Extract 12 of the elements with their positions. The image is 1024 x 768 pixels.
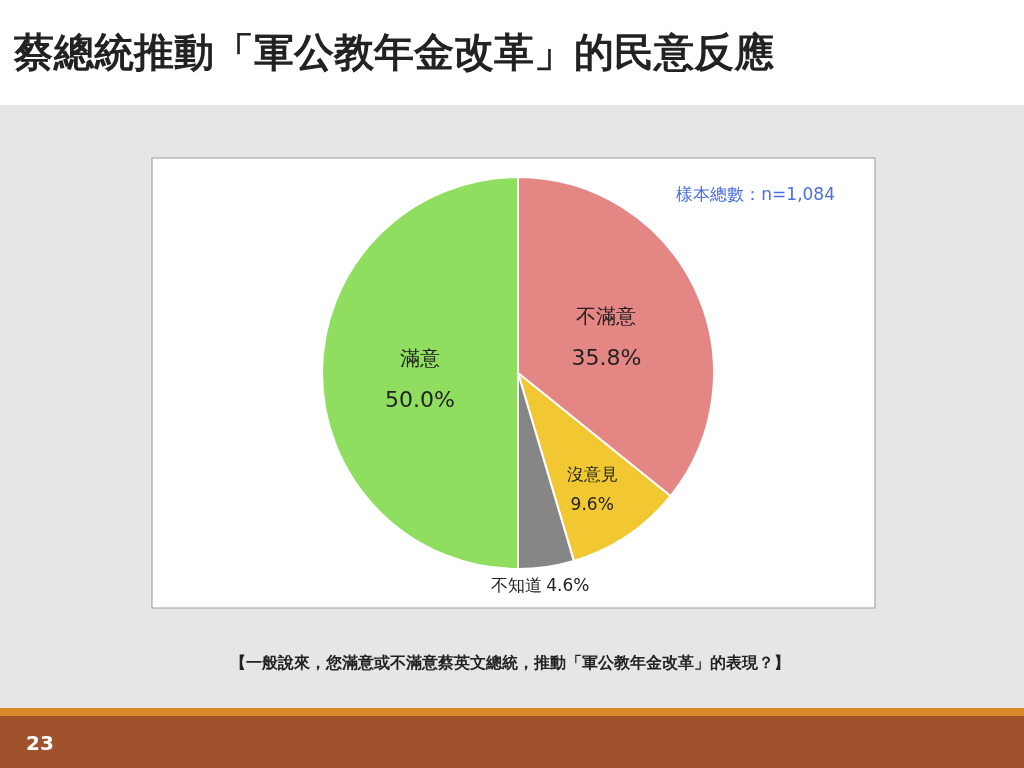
text: 23 (26, 731, 54, 755)
data-label: 4.6% (546, 574, 590, 595)
data-label: 35.8% (571, 344, 642, 370)
slice-label: 滿意 (400, 346, 440, 370)
slice-label: 不滿意 (576, 303, 637, 328)
slice-label: 沒意見 (566, 463, 618, 484)
chart-title: 蔡總統推動「軍公教年金改革」的民意反應 (13, 29, 774, 75)
slice-label: 不知道 (491, 574, 543, 595)
data-label: 50.0% (385, 387, 455, 412)
text: 樣本總數：n=1,084 (676, 184, 835, 204)
text: 【一般說來，您滿意或不滿意蔡英文總統，推動「軍公教年金改革」的表現？】 (230, 653, 790, 672)
data-label: 9.6% (570, 493, 614, 514)
